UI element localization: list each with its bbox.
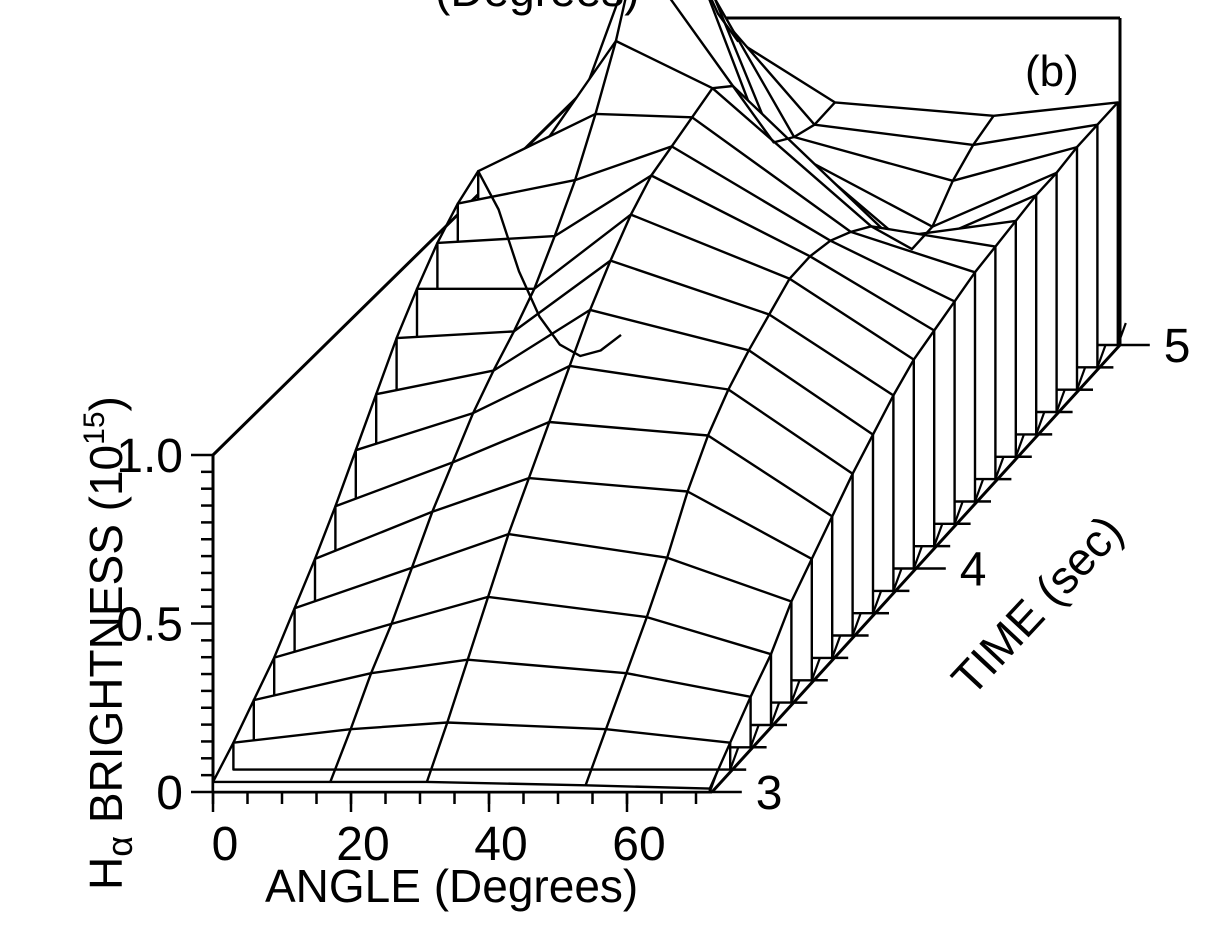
y-axis-title-close: ) [80, 396, 132, 411]
time-edge-tick [729, 747, 740, 771]
time-edge-tick [749, 724, 760, 748]
surface-column-line [584, 115, 995, 786]
time-edge-tick [973, 479, 985, 502]
x-tick-label: 0 [212, 818, 239, 871]
time-edge-tick [831, 635, 842, 659]
surface-row [211, 780, 711, 794]
time-tick-label: 3 [756, 767, 783, 820]
time-edge-tick [994, 456, 1005, 480]
y-tick-label: 0 [156, 767, 183, 820]
time-edge-tick [912, 546, 923, 569]
x-ticks: 0 20 40 60 [212, 792, 698, 871]
time-edge-tick [933, 523, 944, 547]
y-axis-title: Hα BRIGHTNESS (1015) [78, 396, 140, 890]
time-edge-ticks [708, 322, 1127, 793]
time-edge-tick [1075, 367, 1087, 391]
x-tick-label: 20 [336, 818, 389, 871]
surface-column-line [425, 84, 836, 783]
x-axis-title: ANGLE (Degrees) [265, 860, 638, 912]
x-tick-label: 60 [612, 818, 665, 871]
time-edge-tick [851, 613, 862, 636]
surface-column-line [708, 101, 1119, 790]
time-edge-tick [1014, 434, 1025, 458]
partial-title: (Degrees) [435, 0, 640, 16]
time-axis-title: TIME (sec) [941, 505, 1132, 705]
x-tick-label: 40 [474, 818, 527, 871]
y-axis-title-sup: 15 [78, 411, 111, 444]
time-ticks: 3 4 5 [709, 320, 1191, 820]
y-axis-title-sub: α [99, 836, 140, 857]
surface-mesh [211, 0, 1119, 794]
time-edge-tick [871, 590, 883, 614]
time-tick-label: 4 [960, 544, 987, 597]
y-tick-label: 1.0 [116, 430, 183, 483]
time-edge-tick [1055, 389, 1066, 413]
y-axis-title-rest: BRIGHTNESS (10 [80, 445, 132, 836]
time-edge-tick [1116, 322, 1127, 346]
time-edge-tick [1035, 412, 1046, 435]
panel-label: (b) [1025, 47, 1079, 96]
time-tick-label: 5 [1164, 320, 1191, 373]
time-edge-tick [1096, 344, 1107, 368]
time-edge-tick [769, 702, 781, 726]
surface-column-line [329, 0, 740, 783]
time-edge-tick [810, 657, 821, 681]
time-edge-tick [708, 769, 719, 793]
y-axis-title-main: H [80, 857, 132, 890]
y-ticks: 0 0.5 1.0 [116, 430, 213, 820]
time-edge-tick [790, 680, 801, 703]
time-edge-tick [953, 501, 964, 525]
y-tick-label: 0.5 [116, 599, 183, 652]
surface-column-line [211, 170, 622, 783]
time-edge-tick [892, 568, 903, 592]
